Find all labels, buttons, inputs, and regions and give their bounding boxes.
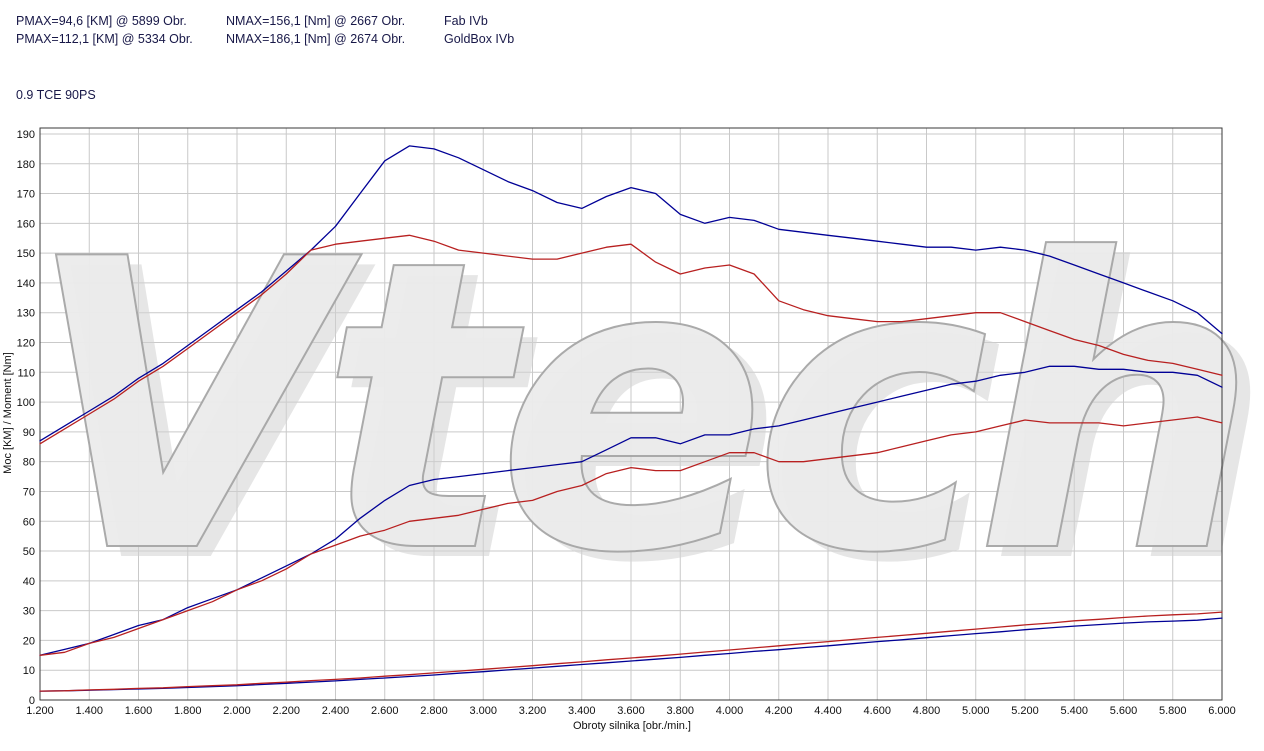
y-tick-label: 180 (17, 159, 35, 171)
curve-0 (39, 145, 1223, 442)
x-tick-label: 4.400 (814, 705, 842, 717)
x-tick-label: 4.800 (913, 705, 941, 717)
x-tick-label: 4.000 (716, 705, 744, 717)
pmax-value-goldbox: PMAX=112,1 [KM] @ 5334 Obr. (16, 32, 193, 46)
y-tick-label: 90 (23, 427, 35, 439)
x-tick-label: 5.600 (1110, 705, 1138, 717)
y-tick-label: 130 (17, 308, 35, 320)
y-tick-label: 60 (23, 516, 35, 528)
result-row-goldbox: PMAX=112,1 [KM] @ 5334 Obr. NMAX=186,1 [… (16, 30, 514, 48)
y-tick-label: 30 (23, 606, 35, 618)
x-tick-label: 2.600 (371, 705, 399, 717)
x-tick-label: 1.600 (125, 705, 153, 717)
x-tick-label: 2.200 (272, 705, 300, 717)
watermark-text: Vtech (26, 176, 1245, 641)
x-tick-label: 3.200 (519, 705, 547, 717)
y-axis-title: Moc [KM] / Moment [Nm] (2, 352, 14, 474)
nmax-value-fab: NMAX=156,1 [Nm] @ 2667 Obr. (226, 14, 406, 28)
y-tick-label: 110 (17, 367, 35, 379)
x-tick-label: 3.000 (469, 705, 497, 717)
y-tick-label: 40 (23, 576, 35, 588)
series-label-goldbox: GoldBox IVb (444, 32, 515, 46)
x-tick-label: 5.000 (962, 705, 990, 717)
x-tick-label: 4.600 (863, 705, 891, 717)
x-tick-label: 5.400 (1060, 705, 1088, 717)
results-header: PMAX=94,6 [KM] @ 5899 Obr. NMAX=156,1 [N… (16, 12, 514, 48)
y-tick-label: 50 (23, 546, 35, 558)
y-tick-label: 20 (23, 635, 35, 647)
curve-4 (39, 617, 1223, 692)
x-tick-label: 2.800 (420, 705, 448, 717)
y-tick-label: 170 (17, 189, 35, 201)
x-tick-label: 4.200 (765, 705, 793, 717)
x-tick-label: 5.200 (1011, 705, 1039, 717)
x-tick-label: 2.000 (223, 705, 251, 717)
curve-1 (39, 234, 1223, 445)
x-tick-label: 3.600 (617, 705, 645, 717)
pmax-value-fab: PMAX=94,6 [KM] @ 5899 Obr. (16, 14, 187, 28)
y-tick-label: 140 (17, 278, 35, 290)
x-tick-label: 1.200 (26, 705, 54, 717)
y-tick-label: 190 (17, 129, 35, 141)
x-tick-label: 6.000 (1208, 705, 1236, 717)
x-tick-label: 3.400 (568, 705, 596, 717)
nmax-value-goldbox: NMAX=186,1 [Nm] @ 2674 Obr. (226, 32, 406, 46)
y-tick-label: 0 (29, 695, 35, 707)
x-axis-title: Obroty silnika [obr./min.] (573, 720, 691, 732)
y-tick-label: 10 (23, 665, 35, 677)
curve-3 (39, 416, 1223, 656)
y-tick-label: 150 (17, 248, 35, 260)
x-tick-label: 1.800 (174, 705, 202, 717)
y-tick-label: 70 (23, 486, 35, 498)
x-tick-label: 5.800 (1159, 705, 1187, 717)
curve-5 (39, 611, 1223, 692)
plot-border (39, 127, 1223, 701)
x-tick-label: 1.400 (75, 705, 103, 717)
y-tick-label: 160 (17, 218, 35, 230)
y-tick-label: 80 (23, 457, 35, 469)
x-tick-label: 3.800 (666, 705, 694, 717)
series-label-fab: Fab IVb (444, 14, 488, 28)
y-tick-label: 120 (17, 338, 35, 350)
y-tick-label: 100 (17, 397, 35, 409)
x-tick-label: 2.400 (322, 705, 350, 717)
watermark-shadow: Vtech (40, 186, 1259, 651)
result-row-fab: PMAX=94,6 [KM] @ 5899 Obr. NMAX=156,1 [N… (16, 12, 514, 30)
engine-title: 0.9 TCE 90PS (16, 88, 96, 102)
